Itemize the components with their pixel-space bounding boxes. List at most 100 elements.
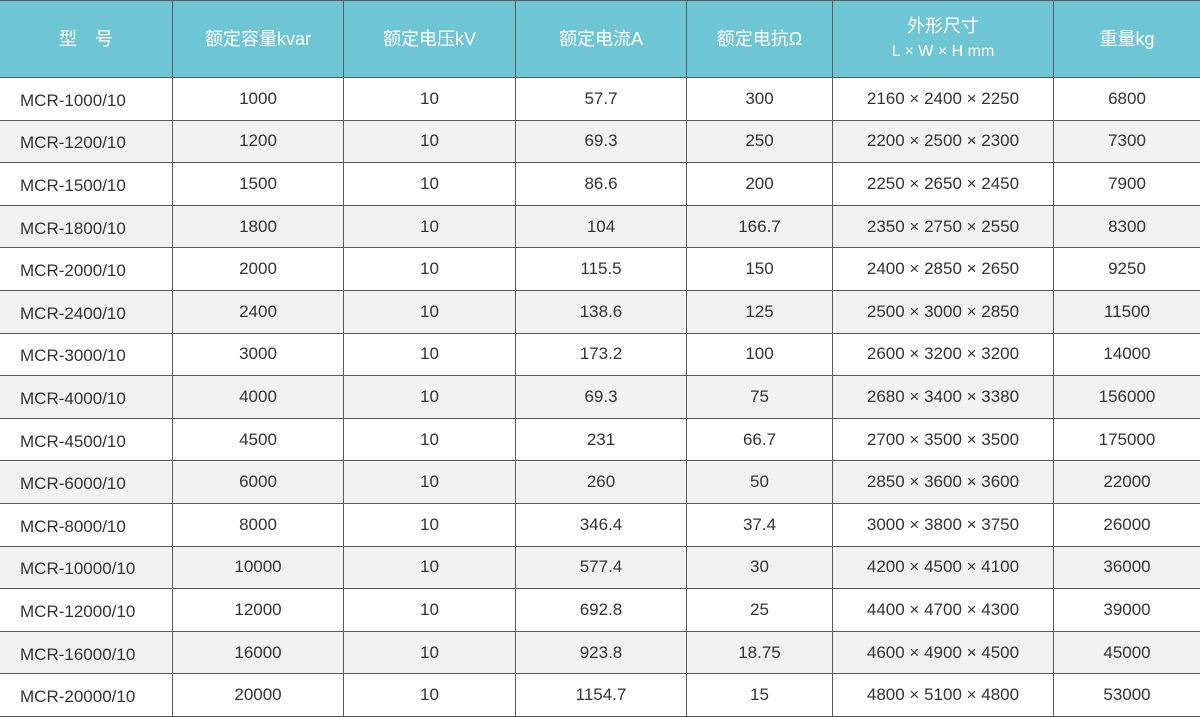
cell-dimensions: 2160 × 2400 × 2250 bbox=[833, 78, 1054, 121]
cell-model: MCR-2400/10 bbox=[0, 290, 173, 333]
cell-model: MCR-16000/10 bbox=[0, 631, 173, 674]
cell-model: MCR-4500/10 bbox=[0, 418, 173, 461]
cell-dimensions: 2250 × 2650 × 2450 bbox=[833, 163, 1054, 206]
cell-model: MCR-20000/10 bbox=[0, 674, 173, 717]
cell-current: 346.4 bbox=[516, 503, 687, 546]
cell-current: 923.8 bbox=[516, 631, 687, 674]
cell-reactance: 100 bbox=[687, 333, 833, 376]
cell-reactance: 200 bbox=[687, 163, 833, 206]
cell-reactance: 25 bbox=[687, 589, 833, 632]
cell-dimensions: 2680 × 3400 × 3380 bbox=[833, 376, 1054, 419]
cell-dimensions: 2400 × 2850 × 2650 bbox=[833, 248, 1054, 291]
cell-weight: 22000 bbox=[1054, 461, 1200, 504]
cell-capacity: 3000 bbox=[173, 333, 344, 376]
cell-reactance: 75 bbox=[687, 376, 833, 419]
cell-current: 104 bbox=[516, 205, 687, 248]
cell-dimensions: 2850 × 3600 × 3600 bbox=[833, 461, 1054, 504]
header-dimensions: 外形尺寸 L × W × H mm bbox=[833, 1, 1054, 78]
cell-dimensions: 4600 × 4900 × 4500 bbox=[833, 631, 1054, 674]
cell-voltage: 10 bbox=[344, 461, 516, 504]
cell-current: 115.5 bbox=[516, 248, 687, 291]
cell-current: 173.2 bbox=[516, 333, 687, 376]
cell-capacity: 20000 bbox=[173, 674, 344, 717]
cell-voltage: 10 bbox=[344, 376, 516, 419]
cell-current: 231 bbox=[516, 418, 687, 461]
cell-current: 69.3 bbox=[516, 120, 687, 163]
cell-model: MCR-8000/10 bbox=[0, 503, 173, 546]
cell-reactance: 37.4 bbox=[687, 503, 833, 546]
cell-capacity: 8000 bbox=[173, 503, 344, 546]
header-current: 额定电流A bbox=[516, 1, 687, 78]
cell-voltage: 10 bbox=[344, 503, 516, 546]
cell-weight: 7900 bbox=[1054, 163, 1200, 206]
cell-weight: 26000 bbox=[1054, 503, 1200, 546]
cell-capacity: 1500 bbox=[173, 163, 344, 206]
cell-reactance: 250 bbox=[687, 120, 833, 163]
cell-capacity: 2400 bbox=[173, 290, 344, 333]
cell-weight: 175000 bbox=[1054, 418, 1200, 461]
cell-reactance: 15 bbox=[687, 674, 833, 717]
cell-capacity: 1000 bbox=[173, 78, 344, 121]
cell-model: MCR-10000/10 bbox=[0, 546, 173, 589]
cell-weight: 53000 bbox=[1054, 674, 1200, 717]
cell-reactance: 30 bbox=[687, 546, 833, 589]
cell-capacity: 4000 bbox=[173, 376, 344, 419]
cell-voltage: 10 bbox=[344, 631, 516, 674]
cell-current: 577.4 bbox=[516, 546, 687, 589]
header-reactance: 额定电抗Ω bbox=[687, 1, 833, 78]
cell-voltage: 10 bbox=[344, 248, 516, 291]
cell-reactance: 125 bbox=[687, 290, 833, 333]
header-dimensions-label: 外形尺寸 bbox=[907, 16, 979, 36]
cell-capacity: 4500 bbox=[173, 418, 344, 461]
cell-capacity: 2000 bbox=[173, 248, 344, 291]
cell-dimensions: 2200 × 2500 × 2300 bbox=[833, 120, 1054, 163]
header-dimensions-unit: L × W × H mm bbox=[833, 39, 1053, 65]
cell-voltage: 10 bbox=[344, 589, 516, 632]
cell-weight: 11500 bbox=[1054, 290, 1200, 333]
cell-dimensions: 3000 × 3800 × 3750 bbox=[833, 503, 1054, 546]
cell-current: 260 bbox=[516, 461, 687, 504]
cell-dimensions: 4800 × 5100 × 4800 bbox=[833, 674, 1054, 717]
cell-reactance: 50 bbox=[687, 461, 833, 504]
cell-current: 57.7 bbox=[516, 78, 687, 121]
cell-current: 69.3 bbox=[516, 376, 687, 419]
cell-model: MCR-2000/10 bbox=[0, 248, 173, 291]
cell-voltage: 10 bbox=[344, 205, 516, 248]
cell-weight: 7300 bbox=[1054, 120, 1200, 163]
cell-capacity: 12000 bbox=[173, 589, 344, 632]
cell-weight: 39000 bbox=[1054, 589, 1200, 632]
cell-model: MCR-1200/10 bbox=[0, 120, 173, 163]
cell-reactance: 66.7 bbox=[687, 418, 833, 461]
cell-current: 1154.7 bbox=[516, 674, 687, 717]
cell-capacity: 10000 bbox=[173, 546, 344, 589]
cell-reactance: 166.7 bbox=[687, 205, 833, 248]
cell-weight: 8300 bbox=[1054, 205, 1200, 248]
cell-voltage: 10 bbox=[344, 290, 516, 333]
cell-model: MCR-1000/10 bbox=[0, 78, 173, 121]
header-capacity: 额定容量kvar bbox=[173, 1, 344, 78]
cell-dimensions: 2500 × 3000 × 2850 bbox=[833, 290, 1054, 333]
cell-current: 692.8 bbox=[516, 589, 687, 632]
cell-voltage: 10 bbox=[344, 120, 516, 163]
cell-dimensions: 4200 × 4500 × 4100 bbox=[833, 546, 1054, 589]
cell-dimensions: 2600 × 3200 × 3200 bbox=[833, 333, 1054, 376]
cell-weight: 14000 bbox=[1054, 333, 1200, 376]
cell-reactance: 150 bbox=[687, 248, 833, 291]
cell-weight: 36000 bbox=[1054, 546, 1200, 589]
cell-voltage: 10 bbox=[344, 163, 516, 206]
cell-weight: 9250 bbox=[1054, 248, 1200, 291]
